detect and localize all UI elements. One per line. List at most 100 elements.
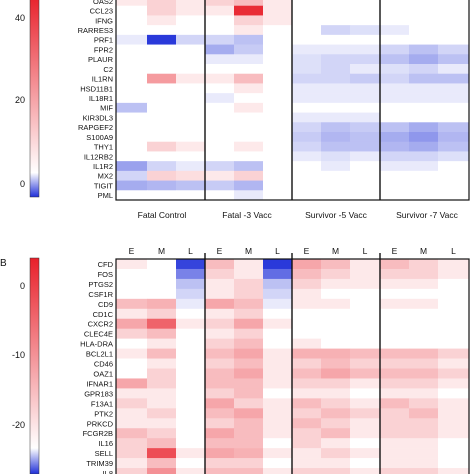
heatmap-cell <box>147 388 177 399</box>
heatmap-cell <box>116 388 148 399</box>
heatmap-cell <box>176 348 206 359</box>
heatmap-cell <box>321 112 351 123</box>
heatmap-cell <box>116 288 148 300</box>
heatmap-cell <box>176 44 206 55</box>
heatmap-cell <box>116 318 148 329</box>
heatmap-cell <box>438 278 470 290</box>
heatmap-cell <box>205 358 235 369</box>
heatmap-cell <box>292 438 322 449</box>
heatmap-cell <box>147 378 177 389</box>
heatmap-cell <box>409 170 439 181</box>
heatmap-cell <box>292 358 322 369</box>
heatmap-cell <box>380 428 410 439</box>
heatmap-cell <box>234 259 264 270</box>
row-label: IFNAR1 <box>86 379 113 388</box>
group-label: Survivor -5 Vacc <box>305 210 367 220</box>
heatmap-cell <box>380 438 410 449</box>
heatmap-cell <box>205 348 235 359</box>
heatmap-cell <box>438 468 470 474</box>
heatmap-cell <box>116 378 148 389</box>
heatmap-cell <box>409 448 439 459</box>
heatmap-cell <box>176 408 206 419</box>
heatmap-cell <box>438 308 470 320</box>
heatmap-cell <box>147 73 177 84</box>
heatmap-cell <box>350 132 381 143</box>
row-label: CLEC4E <box>84 330 113 339</box>
heatmap-cell <box>438 338 470 349</box>
heatmap-cell <box>409 378 439 389</box>
heatmap-cell <box>409 190 439 201</box>
heatmap-cell <box>438 34 470 45</box>
heatmap-cell <box>380 64 410 75</box>
heatmap-cell <box>234 448 264 459</box>
heatmap-cell <box>409 428 439 439</box>
heatmap-cell <box>321 338 351 349</box>
heatmap-cell <box>176 73 206 84</box>
heatmap-cell <box>147 358 177 369</box>
heatmap-cell <box>321 180 351 191</box>
heatmap-cell <box>176 428 206 439</box>
heatmap-cell <box>321 141 351 152</box>
heatmap-cell <box>321 408 351 419</box>
heatmap-cell <box>263 141 293 152</box>
heatmap-cell <box>263 5 293 16</box>
heatmap-cell <box>409 93 439 104</box>
heatmap-cell <box>380 190 410 201</box>
heatmap-cell <box>292 428 322 439</box>
heatmap-cell <box>263 34 293 45</box>
heatmap-cell <box>263 288 293 300</box>
heatmap-cell <box>263 132 293 143</box>
heatmap-cell <box>321 298 351 310</box>
heatmap-cell <box>176 170 206 181</box>
heatmap-cell <box>350 15 381 26</box>
column-label: E <box>129 246 135 256</box>
heatmap-cell <box>438 268 470 280</box>
colorbar-a-tick: 40 <box>15 13 25 23</box>
row-label: PLAUR <box>88 55 114 64</box>
heatmap-cell <box>116 338 148 349</box>
heatmap-cell <box>380 348 410 359</box>
heatmap-cell <box>409 438 439 449</box>
row-label: S100A9 <box>86 133 113 142</box>
heatmap-cell <box>409 64 439 75</box>
heatmap-cell <box>147 102 177 113</box>
heatmap-cell <box>292 132 322 143</box>
heatmap-cell <box>176 448 206 459</box>
heatmap-cell <box>176 93 206 104</box>
heatmap-cell <box>292 122 322 133</box>
heatmap-cell <box>380 298 410 310</box>
heatmap-cell <box>205 428 235 439</box>
heatmap-cell <box>263 428 293 439</box>
heatmap-cell <box>409 141 439 152</box>
row-label: IFNG <box>95 16 113 25</box>
heatmap-a-cells <box>116 0 470 201</box>
heatmap-cell <box>350 0 381 7</box>
heatmap-cell <box>116 358 148 369</box>
heatmap-cell <box>263 54 293 65</box>
heatmap-cell <box>409 122 439 133</box>
heatmap-cell <box>350 112 381 123</box>
heatmap-cell <box>116 132 148 143</box>
heatmap-cell <box>321 132 351 143</box>
heatmap-cell <box>176 132 206 143</box>
heatmap-cell <box>176 190 206 201</box>
heatmap-cell <box>350 418 381 429</box>
heatmap-cell <box>321 348 351 359</box>
heatmap-cell <box>263 180 293 191</box>
heatmap-cell <box>321 259 351 270</box>
heatmap-cell <box>176 298 206 310</box>
row-label: TIGIT <box>94 181 114 190</box>
heatmap-cell <box>321 161 351 172</box>
heatmap-cell <box>292 151 322 162</box>
heatmap-cell <box>234 44 264 55</box>
heatmap-cell <box>176 15 206 26</box>
heatmap-cell <box>409 458 439 469</box>
heatmap-cell <box>350 428 381 439</box>
heatmap-cell <box>438 190 470 201</box>
heatmap-cell <box>205 112 235 123</box>
heatmap-cell <box>176 112 206 123</box>
heatmap-cell <box>292 408 322 419</box>
heatmap-b-row-labels: CFDFOSPTGS2CSF1RCD9CD1CCXCR2CLEC4EHLA-DR… <box>80 260 114 474</box>
heatmap-cell <box>205 15 235 26</box>
